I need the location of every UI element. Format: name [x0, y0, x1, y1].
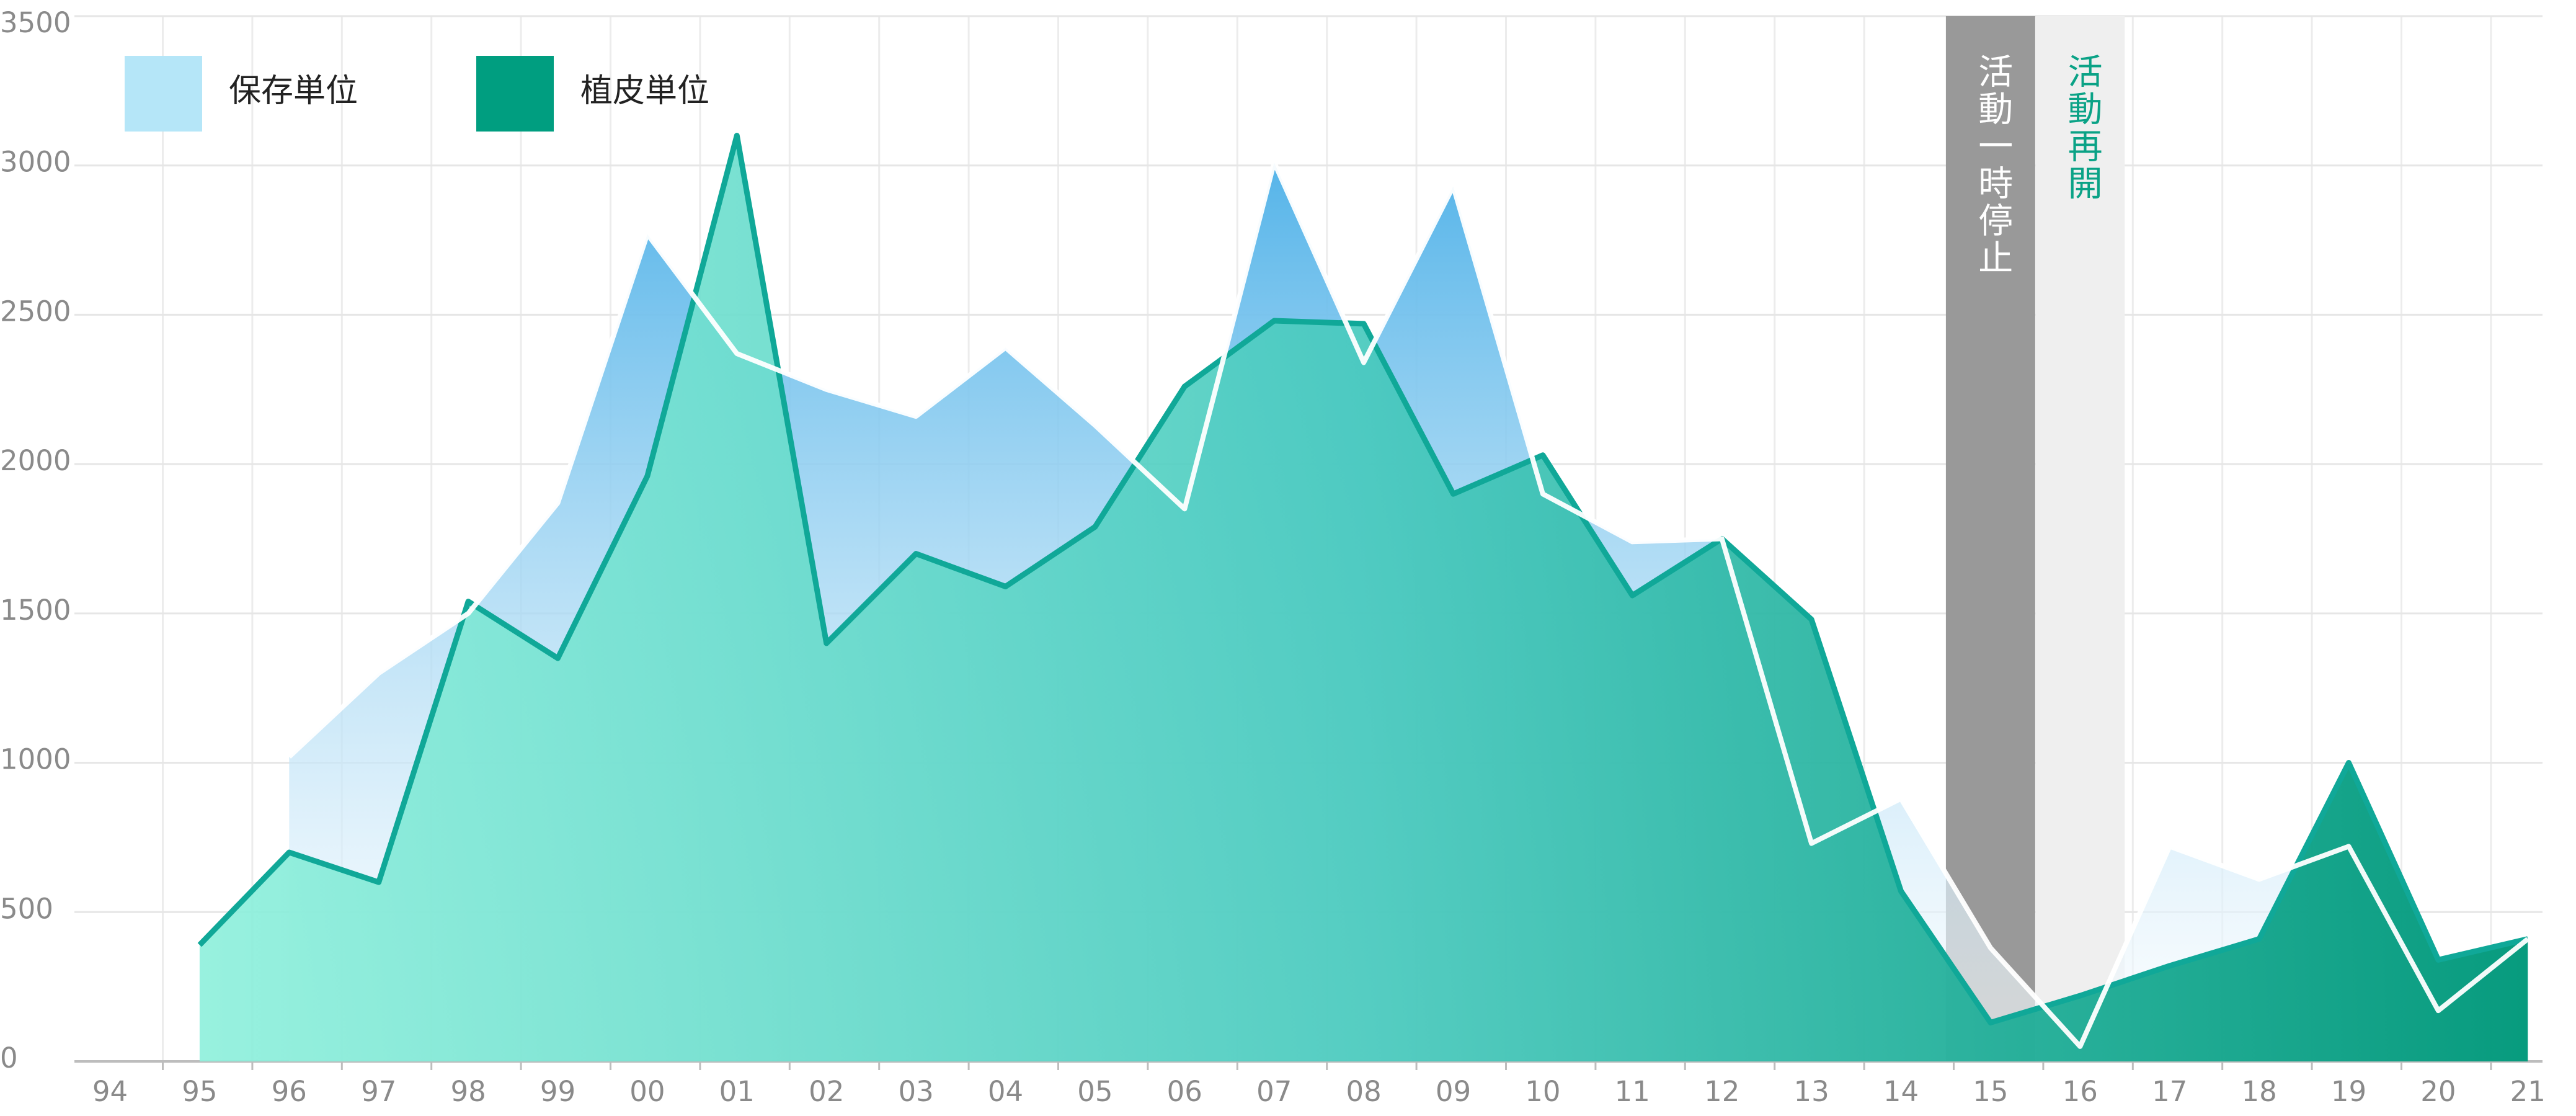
x-tick-label: 98 — [450, 1075, 486, 1108]
y-tick-label: 2000 — [0, 444, 71, 477]
x-tick-label: 10 — [1525, 1075, 1560, 1108]
legend-swatch — [476, 56, 554, 132]
x-tick-label: 08 — [1346, 1075, 1381, 1108]
x-tick-label: 97 — [361, 1075, 396, 1108]
x-tick-label: 09 — [1436, 1075, 1471, 1108]
annotation-band — [2035, 16, 2125, 1061]
x-tick-label: 99 — [540, 1075, 575, 1108]
x-tick-label: 07 — [1256, 1075, 1292, 1108]
y-tick-label: 3000 — [0, 146, 71, 179]
y-tick-label: 3500 — [0, 6, 71, 39]
annotation-text: 活動再開 — [2062, 53, 2102, 202]
y-tick-label: 1000 — [0, 743, 71, 776]
x-tick-label: 13 — [1793, 1075, 1829, 1108]
x-tick-label: 96 — [272, 1075, 307, 1108]
legend-swatch — [125, 56, 202, 132]
line — [197, 133, 2529, 1025]
annotation-band — [1945, 16, 2035, 1061]
x-tick-label: 16 — [2063, 1075, 2098, 1108]
line — [287, 159, 2529, 1049]
x-tick-label: 18 — [2241, 1075, 2276, 1108]
x-tick-label: 06 — [1167, 1075, 1202, 1108]
y-tick-label: 2500 — [0, 295, 71, 328]
x-tick-label: 20 — [2420, 1075, 2456, 1108]
x-tick-label: 17 — [2152, 1075, 2187, 1108]
x-tick-label: 14 — [1883, 1075, 1919, 1108]
x-tick-label: 21 — [2510, 1075, 2546, 1108]
y-tick-label: 1500 — [0, 594, 71, 627]
x-tick-label: 12 — [1704, 1075, 1739, 1108]
x-tick-label: 05 — [1077, 1075, 1113, 1108]
x-tick-label: 95 — [182, 1075, 217, 1108]
legend-label: 植皮単位 — [580, 73, 709, 110]
x-tick-label: 02 — [809, 1075, 844, 1108]
x-tick-label: 03 — [898, 1075, 933, 1108]
x-tick-label: 01 — [719, 1075, 755, 1108]
area — [199, 135, 2528, 1062]
x-tick-label: 15 — [1973, 1075, 2008, 1108]
x-tick-label: 11 — [1615, 1075, 1650, 1108]
legend-label: 保存単位 — [229, 73, 358, 110]
y-tick-label: 500 — [0, 892, 53, 925]
x-tick-label: 00 — [629, 1075, 665, 1108]
annotation-text: 活動一時停止 — [1973, 53, 2013, 277]
x-tick-label: 04 — [988, 1075, 1023, 1108]
x-tick-label: 19 — [2331, 1075, 2366, 1108]
x-tick-label: 94 — [92, 1075, 128, 1108]
y-tick-label: 0 — [0, 1042, 18, 1074]
